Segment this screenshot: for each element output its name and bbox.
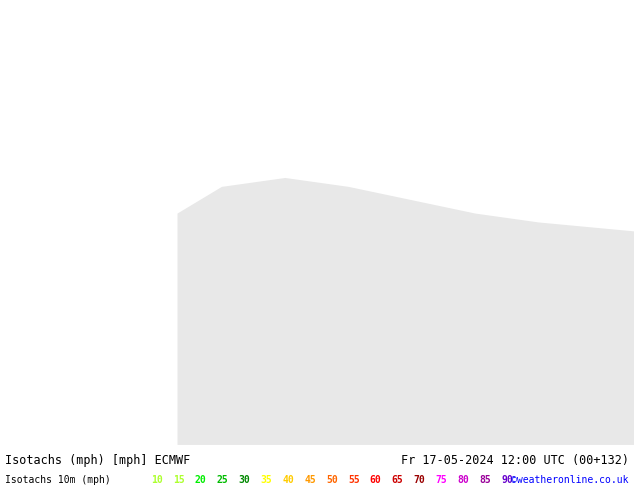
Polygon shape (178, 178, 634, 445)
Text: 55: 55 (348, 475, 359, 485)
Text: 60: 60 (370, 475, 382, 485)
Text: 90: 90 (501, 475, 513, 485)
Text: Isotachs (mph) [mph] ECMWF: Isotachs (mph) [mph] ECMWF (5, 454, 190, 467)
Text: 45: 45 (304, 475, 316, 485)
Text: 20: 20 (195, 475, 206, 485)
Text: Isotachs 10m (mph): Isotachs 10m (mph) (5, 475, 111, 485)
Text: ©weatheronline.co.uk: ©weatheronline.co.uk (512, 475, 629, 485)
Text: 40: 40 (282, 475, 294, 485)
Text: 30: 30 (238, 475, 250, 485)
Text: 15: 15 (172, 475, 184, 485)
Text: Fr 17-05-2024 12:00 UTC (00+132): Fr 17-05-2024 12:00 UTC (00+132) (401, 454, 629, 467)
Text: 75: 75 (436, 475, 448, 485)
Text: 65: 65 (392, 475, 403, 485)
Text: 85: 85 (479, 475, 491, 485)
Text: 10: 10 (151, 475, 162, 485)
Text: 35: 35 (261, 475, 272, 485)
Text: 50: 50 (326, 475, 338, 485)
Text: 70: 70 (413, 475, 425, 485)
Text: 80: 80 (458, 475, 469, 485)
Text: 25: 25 (216, 475, 228, 485)
